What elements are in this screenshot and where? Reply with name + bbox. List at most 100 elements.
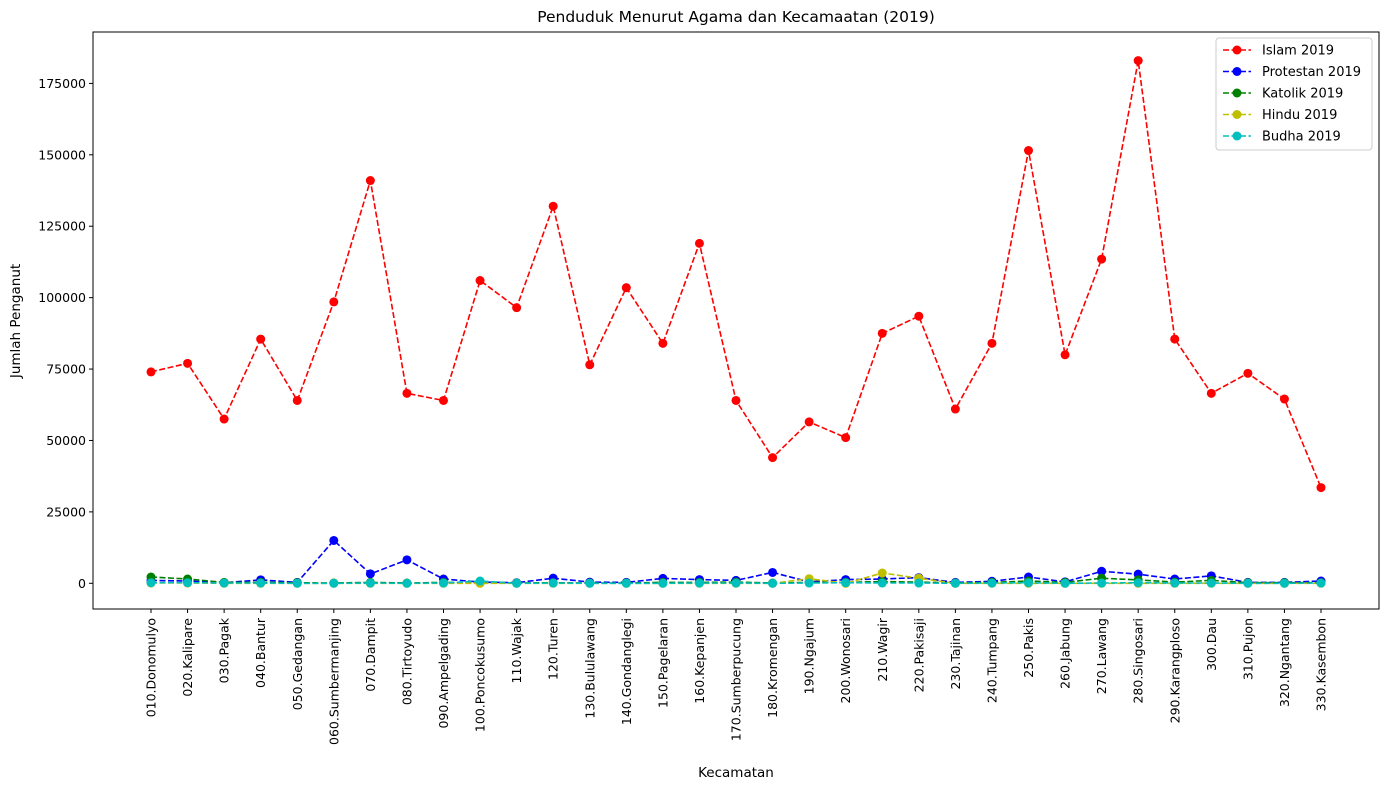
y-axis-title: Jumlah Penganut (8, 264, 24, 379)
y-axis: 0 25000 50000 75000 100000 125000 150000 175000 (38, 76, 93, 591)
data-point (146, 367, 156, 377)
data-point (621, 578, 631, 588)
x-tick-label: 280.Singosari (1131, 618, 1146, 704)
data-point (329, 297, 339, 307)
data-point (768, 567, 778, 577)
x-tick-label: 010.Donomulyo (144, 618, 159, 717)
series-5 (146, 576, 1326, 588)
y-tick-label: 25000 (46, 504, 86, 519)
data-point (1316, 578, 1326, 588)
x-tick-label: 190.Ngajum (802, 618, 817, 694)
data-point (1170, 578, 1180, 588)
data-point (183, 358, 193, 368)
x-tick-label: 070.Dampit (363, 618, 378, 692)
legend-marker (1232, 67, 1242, 76)
data-point (1024, 146, 1033, 156)
data-point (987, 338, 997, 348)
data-point (1243, 578, 1253, 588)
x-tick-label: 230.Tajinan (948, 618, 963, 690)
data-point (841, 578, 851, 588)
data-point (402, 388, 412, 398)
data-point (256, 334, 266, 344)
y-tick-label: 100000 (38, 290, 86, 305)
data-point (621, 283, 631, 293)
legend: Islam 2019 Protestan 2019 Katolik 2019 Hind… (1215, 37, 1373, 151)
x-tick-label: 130.Bululawang (582, 618, 597, 719)
data-point (768, 578, 778, 588)
data-point (1097, 254, 1107, 264)
data-point (804, 417, 814, 427)
x-tick-label: 160.Kepanjen (692, 618, 707, 704)
data-point (183, 578, 193, 588)
x-tick-label: 250.Pakis (1021, 618, 1036, 678)
data-point (914, 578, 924, 588)
data-point (365, 578, 375, 588)
data-point (256, 578, 266, 588)
series-1 (146, 56, 1326, 493)
y-tick-label: 50000 (46, 433, 86, 448)
data-point (1243, 368, 1253, 378)
legend-label: Hindu 2019 (1262, 108, 1337, 123)
data-point (1279, 394, 1289, 404)
data-point (475, 576, 485, 586)
data-point (439, 395, 448, 405)
x-tick-label: 330.Kasembon (1314, 618, 1329, 711)
data-point (804, 578, 814, 588)
data-point (475, 276, 485, 286)
data-point (1097, 578, 1107, 588)
legend-marker (1232, 45, 1242, 55)
x-tick-label: 050.Gedangan (290, 618, 305, 710)
legend-label: Katolik 2019 (1262, 87, 1343, 102)
x-tick-label: 320.Ngantang (1277, 618, 1292, 707)
data-point (512, 303, 522, 313)
legend-label: Budha 2019 (1262, 130, 1341, 145)
x-tick-label: 140.Gondanglegi (619, 618, 634, 725)
x-tick-label: 040.Bantur (253, 617, 268, 688)
data-point (1097, 566, 1107, 576)
y-tick-label: 0 (78, 576, 86, 591)
data-point (950, 578, 960, 588)
data-point (877, 578, 887, 588)
x-tick-label: 030.Pagak (217, 617, 232, 683)
x-tick-label: 290.Karangploso (1167, 618, 1182, 723)
y-tick-label: 75000 (46, 362, 86, 377)
data-point (219, 414, 229, 424)
y-tick-label: 175000 (38, 76, 86, 91)
data-point (658, 578, 668, 588)
data-point (402, 555, 412, 565)
data-point (439, 578, 448, 588)
data-point (694, 578, 704, 588)
data-point (548, 201, 558, 211)
data-point (402, 578, 412, 588)
data-point (329, 578, 339, 588)
data-point (877, 568, 887, 578)
data-point (1060, 578, 1070, 588)
legend-marker (1232, 110, 1242, 119)
x-tick-label: 090.Ampelgading (436, 618, 451, 729)
x-tick-label: 180.Kromengan (765, 618, 780, 718)
x-tick-label: 020.Kalipare (180, 618, 195, 697)
legend-marker (1232, 88, 1242, 98)
data-point (1279, 578, 1289, 588)
data-point (292, 395, 302, 405)
data-point (365, 176, 375, 186)
x-axis: 010.Donomulyo 020.Kalipare 030.Pagak 040.Ba… (144, 609, 1329, 745)
data-point (548, 578, 558, 588)
data-point (329, 535, 339, 545)
y-tick-label: 125000 (38, 219, 86, 234)
data-point (1133, 578, 1143, 588)
legend-frame (1215, 37, 1373, 151)
legend-marker (1232, 131, 1242, 141)
data-point (146, 578, 156, 588)
x-tick-label: 210.Wagir (875, 617, 890, 681)
x-tick-label: 240.Tumpang (984, 618, 999, 703)
data-point (1316, 483, 1326, 493)
data-point (1024, 578, 1033, 588)
data-point (658, 338, 668, 348)
data-point (1206, 578, 1216, 588)
series-layer (146, 56, 1326, 588)
x-tick-label: 260.Jabung (1058, 618, 1073, 689)
x-tick-label: 300.Dau (1204, 618, 1219, 671)
series-line (151, 572, 1321, 585)
